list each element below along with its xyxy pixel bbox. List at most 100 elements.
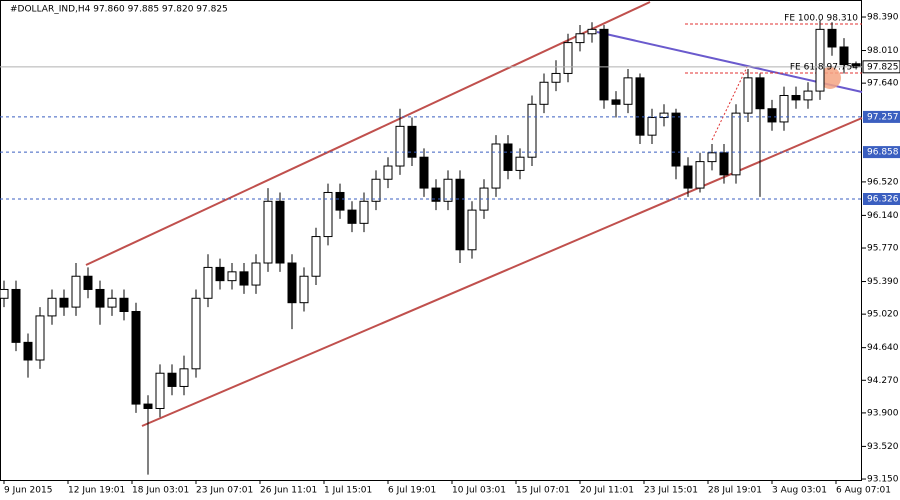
candle-body: [323, 191, 333, 238]
candle-body: [107, 297, 117, 308]
candle-body: [575, 33, 585, 44]
x-tick-label: 6 Jul 19:01: [388, 486, 436, 496]
candle-body: [395, 125, 405, 167]
candle-body: [59, 297, 69, 308]
x-tick-label: 18 Jun 03:01: [132, 486, 189, 496]
candle-body: [71, 275, 81, 308]
candle-body: [275, 200, 285, 264]
candle-body: [155, 372, 165, 409]
candle-body: [371, 178, 381, 202]
candle-body: [23, 341, 33, 361]
level-label: 97.257: [867, 112, 899, 122]
plot-frame: [0, 0, 862, 481]
candle-body: [251, 262, 261, 286]
candle-body: [659, 112, 669, 119]
candle-body: [707, 152, 717, 163]
y-tick-label: 96.140: [867, 211, 899, 221]
candle-body: [683, 165, 693, 189]
y-tick-label: 95.020: [867, 310, 899, 320]
candle-body: [839, 46, 849, 66]
x-tick-label: 26 Jun 11:01: [260, 486, 317, 496]
y-tick-label: 96.520: [867, 177, 899, 187]
candle-body: [335, 191, 345, 211]
candle-body: [791, 94, 801, 101]
candle-body: [815, 28, 825, 92]
y-tick-label: 93.520: [867, 442, 899, 452]
y-tick-label: 98.010: [867, 46, 899, 56]
price-label: 97.825: [867, 62, 899, 72]
candle-body: [599, 28, 609, 101]
candle-body: [95, 288, 105, 308]
candle-body: [455, 178, 465, 251]
candle-body: [143, 403, 153, 409]
fib-base-line: [711, 66, 748, 141]
x-tick-label: 28 Jul 19:01: [708, 486, 762, 496]
candle-body: [743, 77, 753, 114]
x-tick-label: 6 Aug 07:01: [836, 486, 891, 496]
candle-body: [767, 108, 777, 123]
price-tag: [862, 60, 900, 74]
candle-body: [179, 368, 189, 387]
candle-body: [119, 297, 129, 313]
x-tick-label: 20 Jul 11:01: [580, 486, 634, 496]
candle-body: [191, 297, 201, 370]
y-tick-label: 93.900: [867, 408, 899, 418]
candle-body: [239, 271, 249, 286]
candle-body: [503, 143, 513, 171]
candle-body: [467, 209, 477, 251]
x-tick-label: 15 Jul 07:01: [516, 486, 570, 496]
candle-body: [731, 112, 741, 176]
candle-body: [347, 209, 357, 224]
candle-body: [443, 178, 453, 202]
level-tag: [863, 110, 900, 123]
upper-channel-line: [85, 1, 651, 266]
candle-body: [407, 125, 417, 158]
candle-body: [215, 266, 225, 282]
y-tick-label: 93.150: [867, 475, 899, 485]
annotation: FE 100.0 98.310: [784, 14, 858, 24]
plot-area: [0, 1, 863, 475]
x-tick-label: 23 Jun 07:01: [196, 486, 253, 496]
candle-body: [671, 112, 681, 167]
level-label: 96.858: [867, 148, 899, 158]
candle-body: [635, 77, 645, 136]
candle-body: [755, 77, 765, 110]
candle-body: [311, 236, 321, 277]
candle-body: [203, 266, 213, 299]
candle-body: [287, 262, 297, 304]
candle-body: [359, 200, 369, 224]
candle-body: [0, 288, 9, 299]
level-tag: [863, 193, 900, 206]
candle-body: [611, 99, 621, 105]
level-tag: [863, 146, 900, 159]
candle-body: [131, 311, 141, 405]
y-tick-label: 95.390: [867, 277, 899, 287]
y-tick-label: 94.640: [867, 343, 899, 353]
candle-body: [587, 28, 597, 35]
candle-body: [83, 275, 93, 290]
level-label: 96.326: [867, 195, 899, 205]
lower-channel-line: [141, 117, 863, 427]
candle-body: [779, 94, 789, 123]
candle-body: [47, 297, 57, 317]
x-tick-label: 9 Jun 2015: [4, 486, 52, 496]
candle-body: [527, 103, 537, 158]
candle-body: [11, 288, 21, 343]
candle-body: [35, 315, 45, 361]
y-tick-label: 95.770: [867, 244, 899, 254]
annotation: FE 61.8 97.754: [790, 63, 858, 73]
candle-body: [803, 90, 813, 101]
candle-body: [515, 156, 525, 171]
candle-body: [827, 28, 837, 48]
candle-body: [431, 187, 441, 202]
candle-body: [491, 143, 501, 189]
candle-body: [227, 271, 237, 282]
candle-body: [299, 275, 309, 304]
x-tick-label: 12 Jun 19:01: [68, 486, 125, 496]
candle-body: [623, 77, 633, 105]
candle-body: [695, 161, 705, 189]
chart-title: #DOLLAR_IND,H4 97.860 97.885 97.820 97.8…: [10, 5, 228, 15]
candle-body: [263, 200, 273, 264]
